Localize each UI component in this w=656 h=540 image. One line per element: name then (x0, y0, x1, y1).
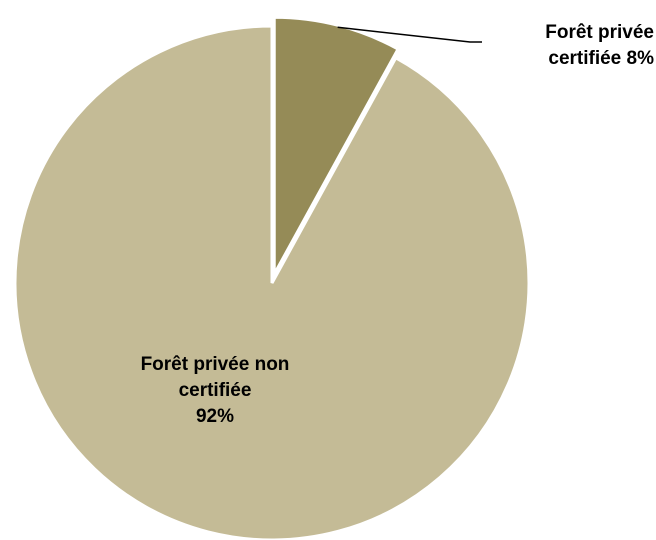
pie-slice (13, 24, 531, 540)
category-label: Forêt privée certifiée (545, 22, 654, 69)
slice-label: Forêt privée non certifiée 92% (115, 352, 315, 430)
value-label: 8% (626, 48, 654, 69)
category-label: Forêt privée non certifiée (140, 354, 290, 401)
value-label: 92% (195, 406, 235, 427)
leader-line (337, 26, 482, 43)
pie-slice (272, 15, 401, 276)
slice-label: Forêt privée certifiée 8% (478, 20, 654, 72)
